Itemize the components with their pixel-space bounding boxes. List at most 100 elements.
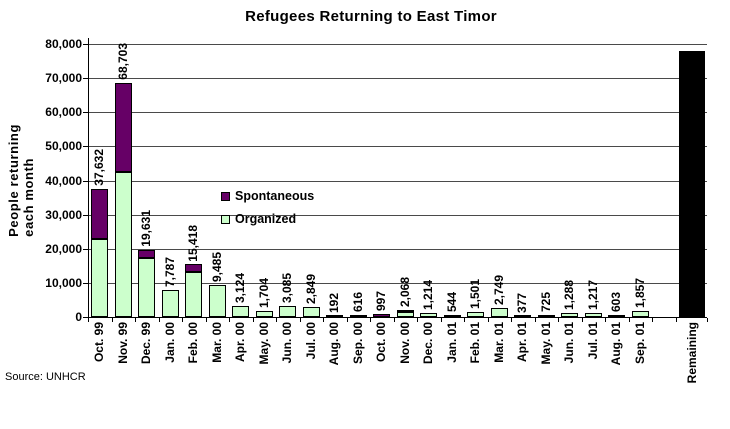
x-axis-tick — [158, 318, 160, 322]
legend-label-spontaneous: Spontaneous — [235, 189, 315, 203]
x-axis-label: Dec. 00 — [421, 322, 436, 365]
x-axis-tick — [464, 318, 465, 322]
x-axis-tick — [581, 318, 583, 322]
legend-item-spontaneous: Spontaneous — [221, 189, 314, 203]
y-axis-label: 50,000 — [45, 139, 82, 154]
y-axis-tick — [83, 317, 88, 318]
x-axis-tick — [652, 318, 653, 322]
chart-title: Refugees Returning to East Timor — [245, 8, 497, 25]
bar-segment-organized — [561, 312, 579, 317]
source-note: Source: UNHCR — [5, 371, 86, 383]
bar-segment-organized — [255, 311, 273, 317]
bar-value-label: 544 — [444, 292, 459, 313]
x-axis-tick — [111, 318, 113, 322]
x-axis-tick — [346, 318, 348, 322]
bar-segment-organized — [514, 315, 532, 317]
x-axis-label: Jul. 01 — [585, 322, 600, 360]
bar-segment-spontaneous — [349, 314, 367, 317]
y-axis-tick — [83, 146, 88, 148]
gridline — [88, 44, 707, 45]
x-axis-tick — [628, 318, 630, 322]
x-axis-tick — [299, 318, 301, 322]
y-axis-title-line1: People returning — [6, 124, 21, 237]
bar-value-label: 377 — [515, 292, 530, 313]
gridline — [88, 180, 707, 182]
y-axis-tick — [83, 282, 88, 284]
gridline — [88, 112, 707, 114]
bar-value-label: 68,703 — [115, 42, 130, 80]
x-axis-tick — [205, 318, 207, 322]
x-axis-tick — [707, 318, 708, 322]
bar-segment-organized — [326, 315, 344, 317]
x-axis-label: May. 01 — [538, 322, 553, 365]
bar-segment-organized — [302, 307, 320, 317]
x-axis-label: Jan. 00 — [162, 322, 177, 363]
x-axis-label: Oct. 00 — [374, 322, 389, 363]
bar-value-label: 2,849 — [303, 274, 318, 305]
gridline — [88, 146, 707, 148]
gridline — [88, 78, 707, 80]
bar-value-label: 725 — [538, 291, 553, 312]
x-axis-tick — [323, 318, 324, 322]
x-axis-label: Jul. 00 — [303, 322, 318, 360]
x-axis-tick — [511, 318, 512, 322]
x-axis-line — [88, 317, 707, 318]
x-axis-tick — [605, 318, 606, 322]
y-axis-label: 80,000 — [45, 37, 82, 51]
x-axis-tick — [440, 318, 442, 322]
legend: Spontaneous Organized — [221, 189, 314, 235]
x-axis-label: Remaining — [684, 322, 699, 384]
x-axis-label: Mar. 00 — [209, 322, 224, 363]
x-axis-tick — [675, 318, 677, 322]
bar-value-label: 2,068 — [397, 276, 412, 307]
bar-value-label: 3,124 — [233, 273, 248, 304]
bar-value-label: 15,418 — [186, 224, 201, 262]
x-axis-label: Jun. 00 — [280, 322, 295, 364]
x-axis-label: Dec. 99 — [139, 322, 154, 365]
bar-value-label: 19,631 — [139, 210, 154, 248]
y-axis-label: 0 — [75, 310, 82, 324]
x-axis-label: Feb. 01 — [468, 322, 483, 364]
bar-value-label: 192 — [327, 293, 342, 314]
y-axis-tick — [83, 180, 88, 182]
bar-segment-organized — [420, 312, 438, 317]
y-axis-tick — [83, 112, 88, 114]
x-axis-tick — [534, 318, 536, 322]
bar-value-label: 3,085 — [280, 273, 295, 304]
bar-value-label: 37,632 — [92, 148, 107, 186]
bar-segment-organized — [91, 238, 109, 317]
bar-segment-organized — [161, 290, 179, 317]
bar-segment-organized — [396, 311, 414, 317]
y-axis-label: 70,000 — [45, 71, 82, 86]
x-axis-tick — [229, 318, 230, 322]
x-axis-tick — [182, 318, 183, 322]
x-axis-label: Sep. 01 — [632, 322, 647, 365]
x-axis-tick — [487, 318, 489, 322]
x-axis-label: Feb. 00 — [186, 322, 201, 364]
x-axis-tick — [252, 318, 254, 322]
spontaneous-swatch-icon — [221, 191, 230, 201]
x-axis-tick — [135, 318, 136, 322]
y-axis-tick — [83, 78, 88, 80]
x-axis-label: May. 00 — [256, 322, 271, 365]
bar-segment-spontaneous — [91, 188, 109, 239]
bar-value-label: 2,749 — [491, 274, 506, 305]
bar-value-label: 1,288 — [562, 279, 577, 310]
bar-segment-spontaneous — [185, 264, 203, 272]
gridline — [88, 282, 707, 284]
bar-segment-spontaneous — [373, 313, 391, 317]
y-axis-title-line2: each month — [21, 157, 36, 237]
x-axis-label: Nov. 00 — [397, 322, 412, 364]
x-axis-tick — [88, 318, 89, 322]
bar-segment-organized — [443, 315, 461, 317]
y-axis-label: 10,000 — [45, 275, 82, 290]
gridline — [88, 248, 707, 250]
bar-value-label: 9,485 — [209, 251, 224, 282]
y-axis-line — [88, 38, 89, 317]
x-axis-label: Jun. 01 — [562, 322, 577, 364]
bar-value-label: 616 — [350, 291, 365, 312]
y-axis-label: 20,000 — [45, 241, 82, 256]
x-axis-tick — [276, 318, 277, 322]
organized-swatch-icon — [221, 214, 230, 224]
